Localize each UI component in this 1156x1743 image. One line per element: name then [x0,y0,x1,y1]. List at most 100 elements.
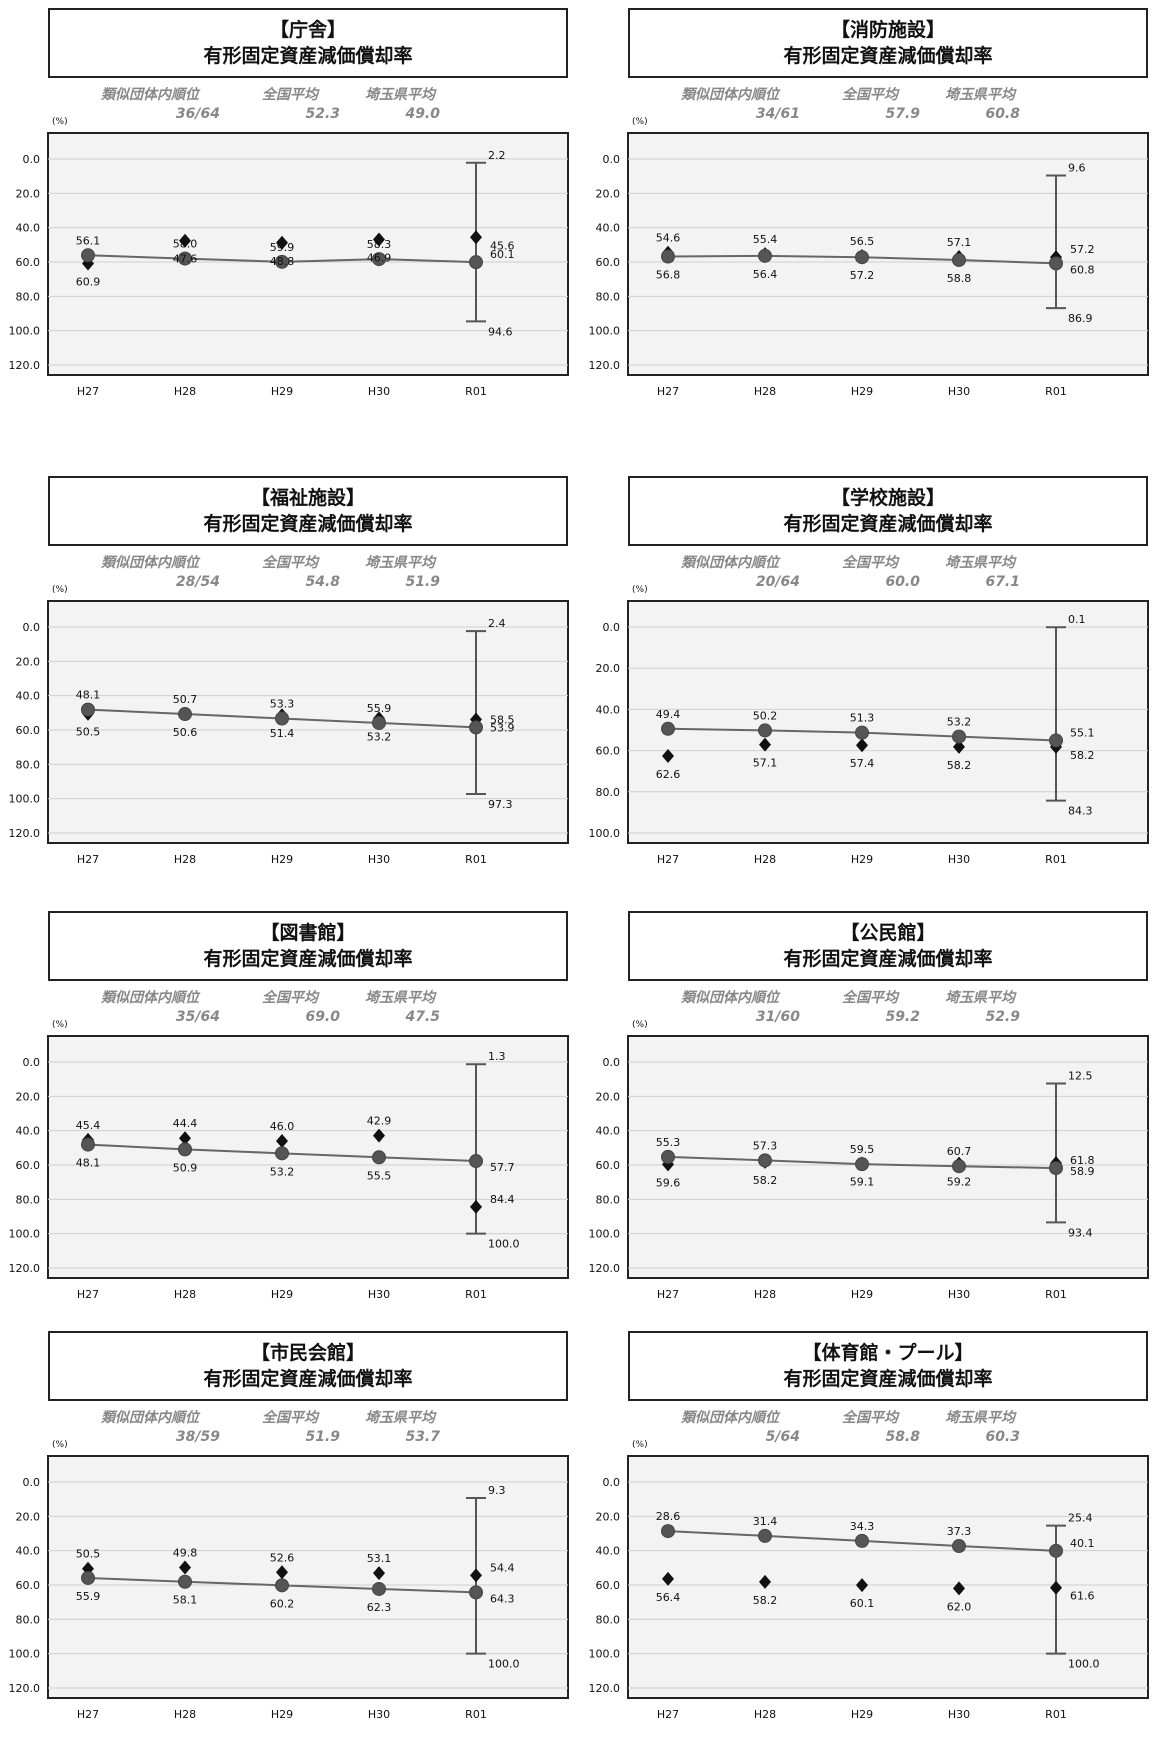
diamond-marker [953,739,965,754]
stats-row: 類似団体内順位 31/60 全国平均 59.2 埼玉県平均 52.9 [670,987,1070,1031]
circle-value-label: 62.3 [367,1601,392,1614]
circle-marker [952,729,966,744]
chart-title: 【市民会館】 [250,1342,365,1364]
y-tick-label: 120.0 [589,1262,621,1275]
circle-value-label: 60.2 [270,1597,295,1610]
national-value: 60.0 [885,574,920,590]
circle-value-label: 55.5 [367,1169,392,1182]
national-value: 54.8 [305,574,340,590]
circle-value-label: 55.9 [76,1590,101,1603]
diamond-value-label: 55.4 [753,233,778,246]
y-tick-label: 20.0 [596,187,621,200]
y-tick-label: 60.0 [16,724,41,737]
x-tick-label: H30 [948,853,970,866]
chart-subtitle: 有形固定資産減価償却率 [783,948,993,970]
range-max-label: 1.3 [488,1050,506,1063]
x-tick-label: H27 [77,1288,99,1301]
circle-marker [372,252,386,267]
circle-value-label: 59.5 [850,1143,875,1156]
pref-value: 47.5 [405,1009,440,1025]
range-min-label: 97.3 [488,798,513,811]
y-tick-label: 100.0 [9,325,41,338]
diamond-value-label: 61.6 [1070,1590,1095,1603]
range-max-label: 12.5 [1068,1069,1093,1082]
chart-title: 【消防施設】 [830,19,945,41]
y-tick-label: 0.0 [23,1056,41,1069]
y-tick-label: 100.0 [589,325,621,338]
chart-title: 【図書館】 [260,922,356,944]
y-tick-label: 40.0 [596,1545,621,1558]
circle-value-label: 58.0 [173,238,198,251]
chart-svg: 0.0 20.0 40.0 60.0 80.0 100.0 120.0 H27 H28 H29 H3… [9,132,569,398]
rank-label: 類似団体内順位 [681,1410,779,1426]
y-tick-label: 0.0 [23,621,41,634]
rank-value: 35/64 [175,1009,220,1025]
y-tick-label: 20.0 [596,662,621,675]
stats-row: 類似団体内順位 28/54 全国平均 54.8 埼玉県平均 51.9 [90,552,490,596]
diamond-value-label: 57.2 [1070,243,1095,256]
chart-subtitle: 有形固定資産減価償却率 [783,513,993,535]
plot-area [47,600,569,844]
y-tick-label: 100.0 [589,827,621,840]
x-tick-label: H27 [657,385,679,398]
circle-marker [1049,1543,1063,1558]
circle-marker [661,1524,675,1539]
rank-label: 類似団体内順位 [101,555,199,571]
pref-value: 52.9 [985,1009,1020,1025]
circle-value-label: 58.5 [490,713,515,726]
circle-value-label: 61.8 [1070,1154,1095,1167]
chart-title: 【公民館】 [840,922,936,944]
national-label: 全国平均 [262,555,318,571]
pref-label: 埼玉県平均 [365,87,435,103]
circle-marker [372,1581,386,1596]
diamond-marker [856,1578,868,1593]
x-tick-label: H30 [368,1708,390,1721]
diamond-value-label: 56.4 [656,1591,681,1604]
rank-value: 31/60 [755,1009,800,1025]
diamond-value-label: 56.5 [850,235,875,248]
circle-marker [758,248,772,263]
x-tick-label: H29 [851,853,873,866]
range-max-label: 2.4 [488,617,506,630]
y-tick-label: 40.0 [596,222,621,235]
y-tick-label: 40.0 [16,222,41,235]
y-tick-label: 40.0 [596,1125,621,1138]
circle-marker [952,252,966,267]
y-tick-label: 120.0 [9,1682,41,1695]
x-tick-label: H27 [657,1708,679,1721]
rank-value: 5/64 [765,1429,800,1445]
circle-value-label: 56.4 [753,268,778,281]
diamond-marker [276,235,288,250]
chart-title-box: 【福祉施設】 有形固定資産減価償却率 [48,476,568,546]
x-tick-label: H29 [271,853,293,866]
circle-marker [758,1528,772,1543]
range-min-label: 100.0 [1068,1658,1100,1671]
y-tick-label: 80.0 [596,1193,621,1206]
circle-value-label: 64.3 [490,1592,515,1605]
chart-svg: 0.0 20.0 40.0 60.0 80.0 100.0 120.0 H27 H28 H29 H3… [589,1035,1149,1301]
y-tick-label: 0.0 [23,153,41,166]
circle-marker [855,1157,869,1172]
chart-panel: 【庁舎】 有形固定資産減価償却率 類似団体内順位 36/64 全国平均 52.3… [0,0,569,420]
diamond-value-label: 58.9 [1070,1165,1095,1178]
national-value: 69.0 [305,1009,340,1025]
circle-value-label: 58.8 [947,272,972,285]
rank-value: 36/64 [175,106,220,122]
y-tick-label: 60.0 [596,256,621,269]
diamond-marker [662,748,674,763]
y-tick-label: 0.0 [603,1056,621,1069]
y-tick-label: 20.0 [16,1090,41,1103]
x-tick-label: H30 [948,385,970,398]
national-label: 全国平均 [842,87,898,103]
x-tick-label: H29 [271,1288,293,1301]
x-tick-label: H28 [174,1288,196,1301]
range-min-label: 93.4 [1068,1226,1093,1239]
circle-value-label: 57.3 [753,1139,778,1152]
unit-label: (%) [632,117,648,127]
rank-label: 類似団体内順位 [101,1410,199,1426]
circle-marker [952,1539,966,1554]
x-tick-label: R01 [1045,1708,1067,1721]
diamond-value-label: 58.2 [753,1594,778,1607]
plot-area [47,132,569,376]
y-tick-label: 100.0 [589,1228,621,1241]
